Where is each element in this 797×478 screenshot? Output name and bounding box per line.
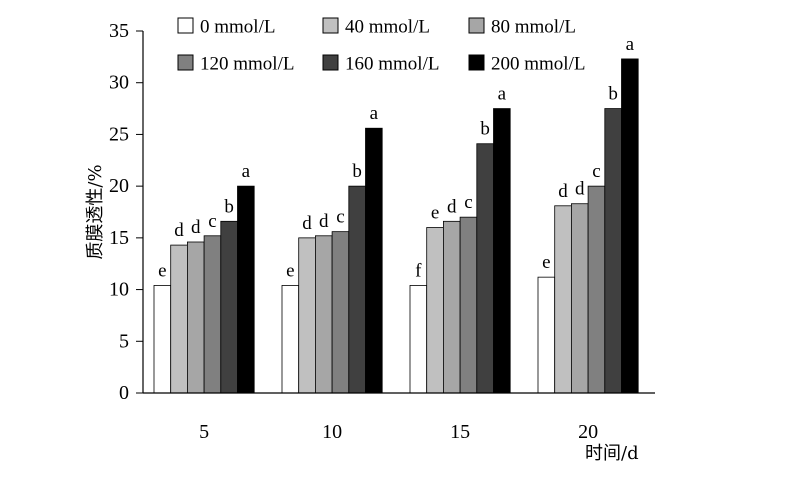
- y-axis-title: 质膜透性/%: [85, 164, 106, 259]
- legend-swatch: [177, 54, 194, 71]
- y-ticks: 0 5 10 15 20 25 30 35: [109, 20, 143, 404]
- legend-swatch: [177, 17, 194, 34]
- y-tick-label: 0: [119, 382, 129, 404]
- bar: [186, 241, 205, 394]
- bar: [298, 237, 316, 394]
- bar: [281, 285, 300, 394]
- x-tick-label: 15: [450, 421, 470, 443]
- x-tick-label: 20: [578, 421, 598, 443]
- significance-letter: c: [336, 207, 344, 228]
- bar: [459, 216, 478, 394]
- bar: [203, 235, 222, 394]
- x-tick-labels: 5 10 15 20: [199, 421, 598, 443]
- y-tick-label: 30: [109, 72, 129, 94]
- bar: [587, 185, 606, 394]
- significance-letter: a: [498, 84, 507, 105]
- bar: [170, 244, 188, 394]
- legend-swatch: [468, 17, 485, 34]
- bar: [237, 185, 255, 394]
- bar: [331, 231, 350, 394]
- bars: [153, 58, 639, 394]
- bar: [442, 220, 461, 394]
- significance-letter: d: [558, 181, 568, 202]
- legend-label: 80 mmol/L: [491, 17, 576, 38]
- axes: [142, 31, 655, 394]
- significance-letter: d: [174, 220, 184, 241]
- y-tick-label: 15: [109, 227, 129, 249]
- bar: [571, 203, 589, 394]
- bar: [621, 58, 639, 394]
- bar: [409, 285, 428, 394]
- significance-letter: a: [370, 103, 379, 124]
- bar: [365, 127, 383, 394]
- significance-letter: e: [158, 260, 166, 281]
- significance-letter: b: [224, 196, 234, 217]
- significance-letter: f: [415, 260, 422, 281]
- bar: [348, 185, 366, 394]
- x-axis-title: 时间/d: [585, 443, 639, 464]
- bar: [314, 235, 333, 394]
- bar: [426, 227, 444, 394]
- significance-letter: d: [575, 179, 585, 200]
- legend-label: 120 mmol/L: [200, 54, 294, 75]
- significance-letter: c: [464, 192, 472, 213]
- bar: [537, 276, 556, 394]
- significance-letter: b: [352, 161, 362, 182]
- significance-letter: d: [447, 196, 457, 217]
- y-tick-label: 5: [119, 330, 129, 352]
- significance-letter: c: [592, 161, 600, 182]
- significance-letter: e: [431, 203, 439, 224]
- legend: 0 mmol/L 40 mmol/L 80 mmol/L 120 mmol/L 160 …: [177, 17, 585, 75]
- legend-swatch: [468, 54, 485, 71]
- legend-label: 160 mmol/L: [345, 54, 439, 75]
- significance-letter: d: [302, 213, 312, 234]
- bar: [220, 220, 238, 394]
- legend-swatch: [322, 54, 339, 71]
- legend-label: 40 mmol/L: [345, 17, 430, 38]
- y-tick-label: 25: [109, 123, 129, 145]
- x-tick-label: 10: [322, 421, 342, 443]
- bar: [493, 108, 511, 394]
- significance-letter: a: [242, 161, 251, 182]
- significance-letter: d: [191, 217, 201, 238]
- bar: [476, 143, 494, 394]
- significance-letter: a: [626, 34, 635, 55]
- bar: [554, 205, 572, 394]
- bar: [153, 285, 172, 394]
- legend-swatch: [322, 17, 339, 34]
- x-tick-label: 5: [199, 421, 209, 443]
- significance-letter: e: [542, 252, 550, 273]
- y-tick-label: 20: [109, 175, 129, 197]
- significance-letter: e: [286, 260, 294, 281]
- legend-label: 0 mmol/L: [200, 17, 275, 38]
- bar: [604, 108, 622, 394]
- y-tick-label: 35: [109, 20, 129, 42]
- significance-letter: c: [208, 211, 216, 232]
- legend-label: 200 mmol/L: [491, 54, 585, 75]
- significance-letter: d: [319, 211, 329, 232]
- significance-letter: b: [480, 119, 490, 140]
- significance-letter: b: [608, 84, 618, 105]
- y-tick-label: 10: [109, 279, 129, 301]
